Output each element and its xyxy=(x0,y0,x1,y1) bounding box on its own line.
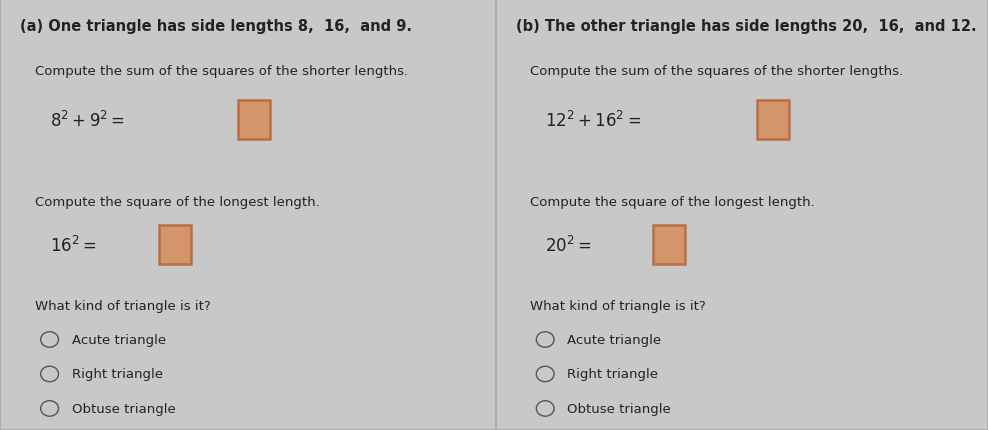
FancyBboxPatch shape xyxy=(159,226,191,264)
Text: What kind of triangle is it?: What kind of triangle is it? xyxy=(35,299,210,312)
Text: Right triangle: Right triangle xyxy=(72,368,163,381)
Text: Compute the sum of the squares of the shorter lengths.: Compute the sum of the squares of the sh… xyxy=(531,64,904,77)
Text: Acute triangle: Acute triangle xyxy=(567,333,661,346)
Text: Compute the square of the longest length.: Compute the square of the longest length… xyxy=(35,196,319,209)
FancyBboxPatch shape xyxy=(757,101,788,140)
Text: $12^{2} + 16^{2} =$: $12^{2} + 16^{2} =$ xyxy=(545,111,641,130)
Text: Obtuse triangle: Obtuse triangle xyxy=(567,402,671,415)
FancyBboxPatch shape xyxy=(238,101,271,140)
Text: Compute the sum of the squares of the shorter lengths.: Compute the sum of the squares of the sh… xyxy=(35,64,408,77)
Text: (a) One triangle has side lengths 8,  16,  and 9.: (a) One triangle has side lengths 8, 16,… xyxy=(20,19,412,34)
Text: Right triangle: Right triangle xyxy=(567,368,658,381)
Text: (b) The other triangle has side lengths 20,  16,  and 12.: (b) The other triangle has side lengths … xyxy=(516,19,976,34)
Text: $8^{2} + 9^{2} =$: $8^{2} + 9^{2} =$ xyxy=(49,111,124,130)
Text: $16^{2} =$: $16^{2} =$ xyxy=(49,235,96,255)
Text: Obtuse triangle: Obtuse triangle xyxy=(72,402,176,415)
Text: What kind of triangle is it?: What kind of triangle is it? xyxy=(531,299,706,312)
FancyBboxPatch shape xyxy=(653,226,686,264)
Text: Compute the square of the longest length.: Compute the square of the longest length… xyxy=(531,196,815,209)
Text: $20^{2} =$: $20^{2} =$ xyxy=(545,235,592,255)
Text: Acute triangle: Acute triangle xyxy=(72,333,166,346)
